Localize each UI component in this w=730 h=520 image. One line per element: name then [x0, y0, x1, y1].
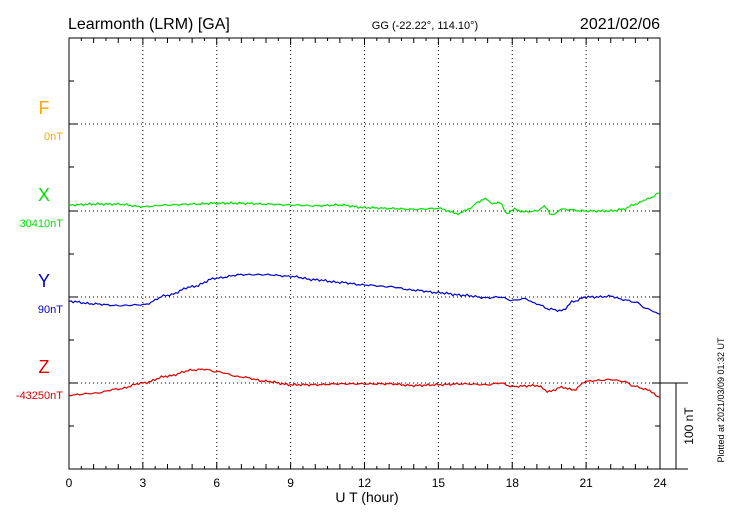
x-tick-label: 3 [140, 476, 147, 490]
grid [69, 38, 660, 469]
plot-timestamp: Plotted at 2021/03/09 01:32 UT [716, 337, 726, 463]
chart-subtitle: GG (-22.22°, 114.10°) [372, 20, 478, 32]
series-baseline-f: 0nT [44, 131, 63, 143]
series-lines [68, 192, 661, 399]
scale-label: 100 nT [682, 407, 696, 445]
series-line-x [68, 192, 661, 216]
x-tick-label: 24 [653, 476, 667, 490]
series-labels: F 0nT X 30410nT Y 90nT Z -43250nT [16, 98, 63, 402]
x-axis-ticks: 0 3 6 9 12 15 18 21 24 [66, 38, 667, 490]
series-name-x: X [38, 185, 50, 205]
series-baseline-z: -43250nT [16, 390, 63, 402]
series-baseline-y: 90nT [38, 304, 63, 316]
x-tick-label: 21 [579, 476, 593, 490]
x-tick-label: 18 [506, 476, 520, 490]
x-tick-label: 9 [287, 476, 294, 490]
chart-title: Learmonth (LRM) [GA] [68, 16, 230, 33]
series-name-y: Y [38, 271, 50, 291]
series-name-f: F [39, 98, 50, 118]
x-tick-label: 6 [213, 476, 220, 490]
scale-bar: 100 nT [660, 382, 696, 470]
x-tick-label: 12 [358, 476, 372, 490]
series-baseline-x: 30410nT [20, 218, 64, 230]
series-line-z [68, 368, 661, 399]
chart-date: 2021/02/06 [580, 16, 660, 33]
x-tick-label: 15 [432, 476, 446, 490]
x-axis-label: U T (hour) [335, 489, 398, 505]
series-line-y [68, 273, 661, 315]
x-tick-label: 0 [66, 476, 73, 490]
series-name-z: Z [39, 357, 50, 377]
